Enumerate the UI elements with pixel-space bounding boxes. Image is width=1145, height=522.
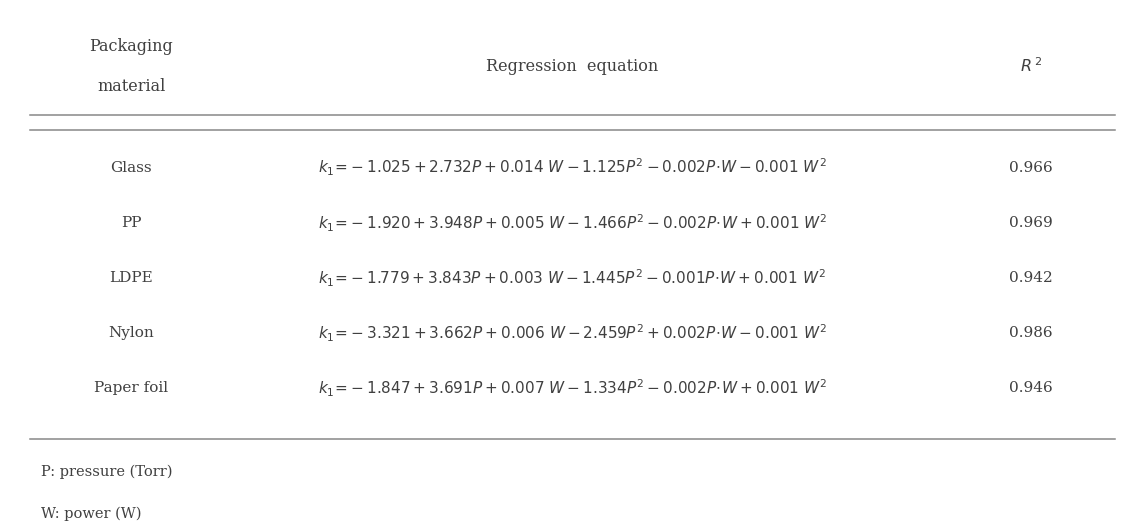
Text: Paper foil: Paper foil bbox=[94, 381, 168, 395]
Text: Regression  equation: Regression equation bbox=[487, 58, 658, 75]
Text: $R^{\,2}$: $R^{\,2}$ bbox=[1019, 57, 1042, 76]
Text: 0.946: 0.946 bbox=[1009, 381, 1052, 395]
Text: $k_1\!=\!-1.025+2.732P+0.014\ W-1.125P^2-0.002P\!\cdot\! W-0.001\ W^2$: $k_1\!=\!-1.025+2.732P+0.014\ W-1.125P^2… bbox=[318, 157, 827, 179]
Text: P: pressure (Torr): P: pressure (Torr) bbox=[41, 465, 173, 479]
Text: $k_1\!=\!-1.920+3.948P+0.005\ W-1.466P^2-0.002P\!\cdot\! W+0.001\ W^2$: $k_1\!=\!-1.920+3.948P+0.005\ W-1.466P^2… bbox=[317, 212, 828, 233]
Text: $k_1\!=\!-3.321+3.662P+0.006\ W-2.459P^2+0.002P\!\cdot\! W-0.001\ W^2$: $k_1\!=\!-3.321+3.662P+0.006\ W-2.459P^2… bbox=[318, 322, 827, 343]
Text: 0.942: 0.942 bbox=[1009, 271, 1052, 285]
Text: 0.969: 0.969 bbox=[1009, 216, 1052, 230]
Text: PP: PP bbox=[121, 216, 142, 230]
Text: W: power (W): W: power (W) bbox=[41, 506, 141, 521]
Text: 0.986: 0.986 bbox=[1009, 326, 1052, 340]
Text: Packaging: Packaging bbox=[89, 38, 173, 55]
Text: Glass: Glass bbox=[111, 161, 152, 175]
Text: material: material bbox=[97, 78, 166, 95]
Text: $k_1\!=\!-1.847+3.691P+0.007\ W-1.334P^2-0.002P\!\cdot\! W+0.001\ W^2$: $k_1\!=\!-1.847+3.691P+0.007\ W-1.334P^2… bbox=[318, 377, 827, 399]
Text: 0.966: 0.966 bbox=[1009, 161, 1052, 175]
Text: Nylon: Nylon bbox=[109, 326, 155, 340]
Text: $k_1\!=\!-1.779+3.843P+0.003\ W-1.445P^2-0.001P\!\cdot\! W+0.001\ W^2$: $k_1\!=\!-1.779+3.843P+0.003\ W-1.445P^2… bbox=[318, 267, 827, 289]
Text: LDPE: LDPE bbox=[110, 271, 153, 285]
